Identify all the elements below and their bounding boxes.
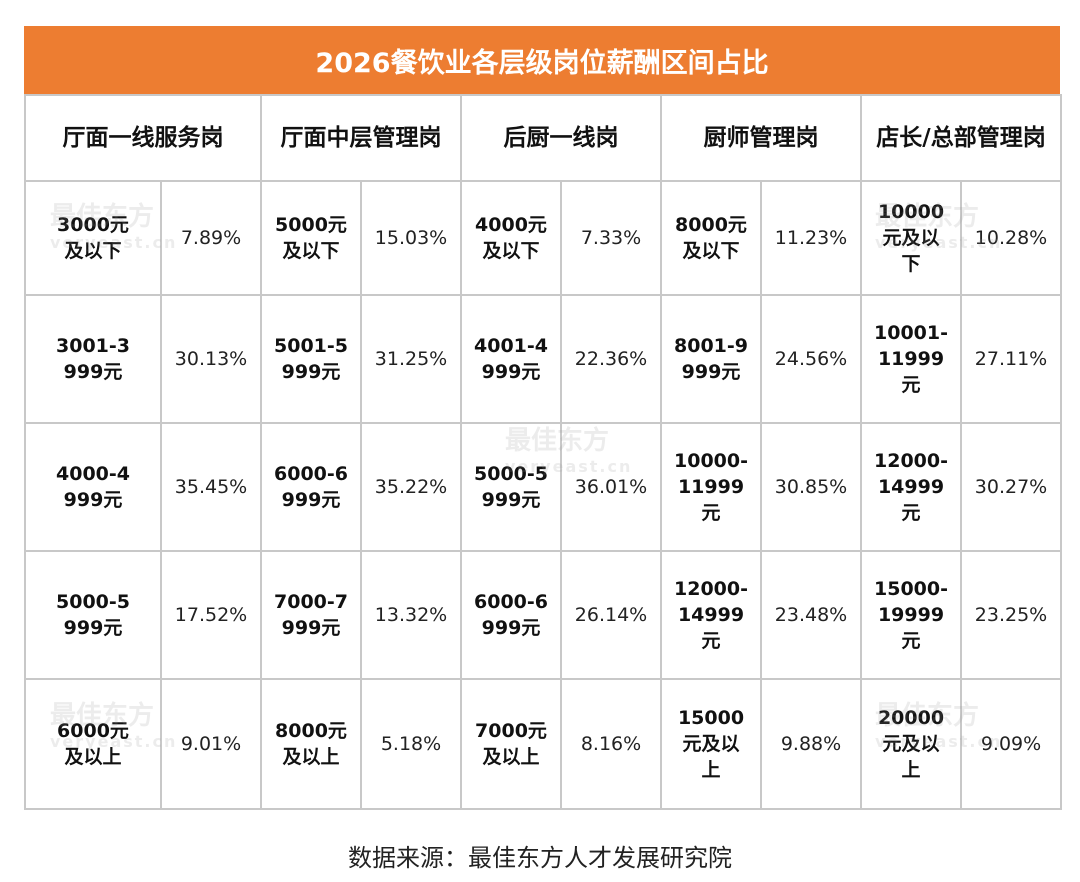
salary-range-label: 4001-4999元 [474, 335, 548, 383]
column-header: 后厨一线岗 [460, 94, 662, 182]
table-row: 3001-3999元 30.13% 5001-5999元 31.25% 4001-499… [24, 294, 1062, 424]
table-row: 6000元及以上 9.01% 8000元及以上 5.18% 7000元及以上 8.16% 1… [24, 678, 1062, 810]
percentage-cell: 24.56% [760, 294, 862, 424]
salary-range-label: 10000元及以下 [877, 201, 945, 275]
salary-range-cell: 5001-5999元 [260, 294, 362, 424]
percentage-cell: 7.89% [160, 180, 262, 296]
percentage-cell: 8.16% [560, 678, 662, 810]
salary-range-cell: 4000-4999元 [24, 422, 162, 552]
percentage-cell: 10.28% [960, 180, 1062, 296]
table-row: 4000-4999元 35.45% 6000-6999元 35.22% 5000-599… [24, 422, 1062, 552]
percentage-cell: 35.22% [360, 422, 462, 552]
salary-range-cell: 4000元及以下 [460, 180, 562, 296]
salary-range-cell: 4001-4999元 [460, 294, 562, 424]
salary-range-label: 4000元及以下 [475, 214, 547, 262]
salary-range-cell: 8000元及以下 [660, 180, 762, 296]
table-row: 3000元及以下 7.89% 5000元及以下 15.03% 4000元及以下 7.33%… [24, 180, 1062, 296]
percentage-cell: 13.32% [360, 550, 462, 680]
salary-range-label: 8000元及以上 [275, 720, 347, 768]
percentage-cell: 26.14% [560, 550, 662, 680]
percentage-cell: 5.18% [360, 678, 462, 810]
percentage-cell: 30.27% [960, 422, 1062, 552]
salary-range-label: 7000-7999元 [274, 591, 348, 639]
percentage-cell: 30.85% [760, 422, 862, 552]
salary-range-label: 15000-19999元 [874, 578, 948, 652]
salary-range-cell: 5000-5999元 [460, 422, 562, 552]
salary-range-cell: 10000-11999元 [660, 422, 762, 552]
salary-range-label: 6000-6999元 [474, 591, 548, 639]
salary-range-label: 6000-6999元 [274, 463, 348, 511]
salary-range-cell: 12000-14999元 [660, 550, 762, 680]
percentage-cell: 11.23% [760, 180, 862, 296]
column-header: 店长/总部管理岗 [860, 94, 1062, 182]
percentage-cell: 7.33% [560, 180, 662, 296]
salary-range-cell: 10000元及以下 [860, 180, 962, 296]
salary-range-cell: 6000-6999元 [460, 550, 562, 680]
salary-range-label: 5000-5999元 [474, 463, 548, 511]
percentage-cell: 36.01% [560, 422, 662, 552]
salary-range-label: 10000-11999元 [674, 450, 748, 524]
salary-range-cell: 3001-3999元 [24, 294, 162, 424]
percentage-cell: 35.45% [160, 422, 262, 552]
salary-range-cell: 15000-19999元 [860, 550, 962, 680]
percentage-cell: 27.11% [960, 294, 1062, 424]
salary-range-label: 12000-14999元 [874, 450, 948, 524]
salary-range-label: 12000-14999元 [674, 578, 748, 652]
salary-table: 厅面一线服务岗 厅面中层管理岗 后厨一线岗 厨师管理岗 店长/总部管理岗 300… [24, 94, 1062, 810]
salary-range-cell: 5000-5999元 [24, 550, 162, 680]
salary-range-cell: 15000元及以上 [660, 678, 762, 810]
salary-range-cell: 8001-9999元 [660, 294, 762, 424]
salary-range-cell: 20000元及以上 [860, 678, 962, 810]
percentage-cell: 23.25% [960, 550, 1062, 680]
salary-range-label: 20000元及以上 [877, 707, 945, 781]
column-header: 厅面一线服务岗 [24, 94, 262, 182]
salary-range-cell: 6000元及以上 [24, 678, 162, 810]
salary-range-label: 5000-5999元 [56, 591, 130, 639]
salary-range-cell: 8000元及以上 [260, 678, 362, 810]
chart-title: 2026餐饮业各层级岗位薪酬区间占比 [24, 26, 1060, 94]
percentage-cell: 9.01% [160, 678, 262, 810]
salary-range-cell: 3000元及以下 [24, 180, 162, 296]
source-note: 数据来源：最佳东方人才发展研究院 [348, 844, 732, 872]
salary-range-label: 5001-5999元 [274, 335, 348, 383]
percentage-cell: 9.88% [760, 678, 862, 810]
percentage-cell: 23.48% [760, 550, 862, 680]
table-row: 5000-5999元 17.52% 7000-7999元 13.32% 6000-699… [24, 550, 1062, 680]
percentage-cell: 17.52% [160, 550, 262, 680]
salary-range-label: 7000元及以上 [475, 720, 547, 768]
salary-range-cell: 7000-7999元 [260, 550, 362, 680]
percentage-cell: 31.25% [360, 294, 462, 424]
salary-range-label: 3000元及以下 [57, 214, 129, 262]
salary-range-cell: 6000-6999元 [260, 422, 362, 552]
salary-range-cell: 10001-11999元 [860, 294, 962, 424]
salary-range-label: 10001-11999元 [874, 322, 948, 396]
salary-range-label: 4000-4999元 [56, 463, 130, 511]
header-row: 厅面一线服务岗 厅面中层管理岗 后厨一线岗 厨师管理岗 店长/总部管理岗 [24, 94, 1062, 182]
salary-range-label: 6000元及以上 [57, 720, 129, 768]
percentage-cell: 22.36% [560, 294, 662, 424]
column-header: 厨师管理岗 [660, 94, 862, 182]
salary-range-cell: 7000元及以上 [460, 678, 562, 810]
salary-range-label: 8001-9999元 [674, 335, 748, 383]
salary-range-label: 3001-3999元 [56, 335, 130, 383]
salary-range-label: 8000元及以下 [675, 214, 747, 262]
salary-range-cell: 12000-14999元 [860, 422, 962, 552]
percentage-cell: 9.09% [960, 678, 1062, 810]
salary-range-label: 15000元及以上 [677, 707, 745, 781]
column-header: 厅面中层管理岗 [260, 94, 462, 182]
salary-range-label: 5000元及以下 [275, 214, 347, 262]
salary-range-cell: 5000元及以下 [260, 180, 362, 296]
percentage-cell: 15.03% [360, 180, 462, 296]
percentage-cell: 30.13% [160, 294, 262, 424]
